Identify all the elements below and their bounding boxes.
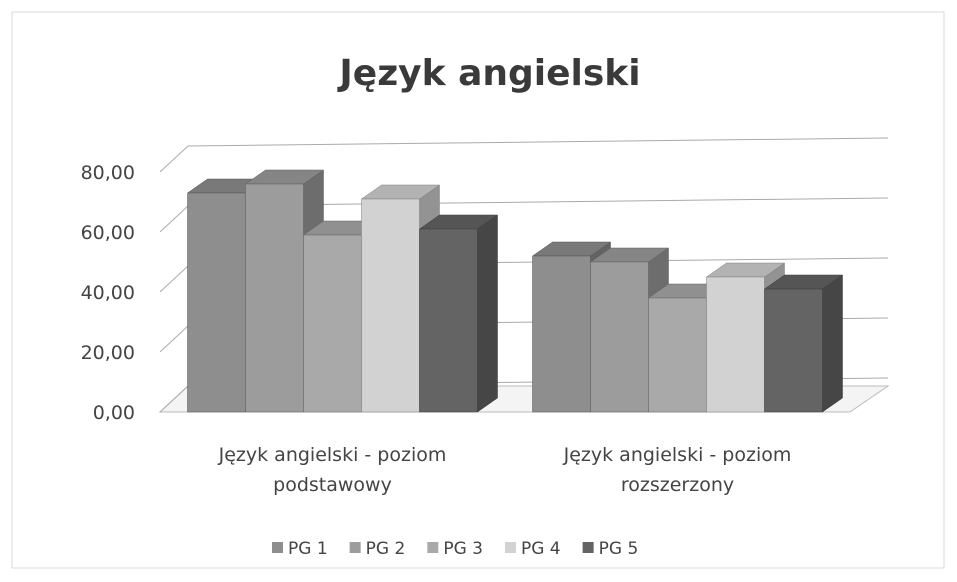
- legend-swatch: [272, 542, 283, 553]
- y-tick-label: 80,00: [81, 162, 135, 184]
- chart-title: Język angielski: [336, 53, 640, 94]
- grid-line: [187, 137, 889, 147]
- legend-label: PG 3: [443, 539, 483, 559]
- bar-face: [706, 276, 765, 413]
- legend-swatch: [582, 542, 594, 553]
- bar: [763, 274, 844, 413]
- bar-face: [590, 261, 649, 413]
- bar-face: [822, 274, 843, 413]
- legend-swatch: [427, 542, 439, 553]
- grid-line-side: [159, 205, 189, 233]
- legend-label: PG 2: [366, 539, 406, 559]
- x-tick-label: Język angielski - poziom podstawowy: [218, 444, 447, 496]
- bar-face: [419, 228, 478, 413]
- y-tick-label: 60,00: [81, 222, 135, 244]
- y-tick-label: 20,00: [81, 342, 135, 364]
- y-tick-label: 0,00: [93, 402, 135, 424]
- bar-face: [764, 288, 823, 413]
- legend-swatch: [504, 542, 516, 553]
- legend-label: PG 4: [521, 539, 561, 559]
- bar-face: [187, 192, 246, 413]
- bar-face: [361, 198, 420, 413]
- bar-face: [245, 183, 304, 413]
- bar-face: [648, 297, 707, 413]
- grid-line-side: [159, 265, 189, 293]
- legend-swatch: [349, 542, 361, 553]
- bar: [418, 214, 499, 413]
- x-tick-label: Język angielski - poziom rozszerzony: [563, 444, 792, 496]
- bar-face: [303, 234, 362, 413]
- grid-line-side: [159, 325, 189, 353]
- bar-face: [532, 255, 591, 413]
- legend-label: PG 5: [599, 539, 639, 559]
- bar-face: [477, 214, 498, 413]
- legend-label: PG 1: [288, 539, 328, 559]
- grid-line-side: [159, 385, 189, 413]
- grid-line-side: [159, 145, 189, 173]
- y-tick-label: 40,00: [81, 282, 135, 304]
